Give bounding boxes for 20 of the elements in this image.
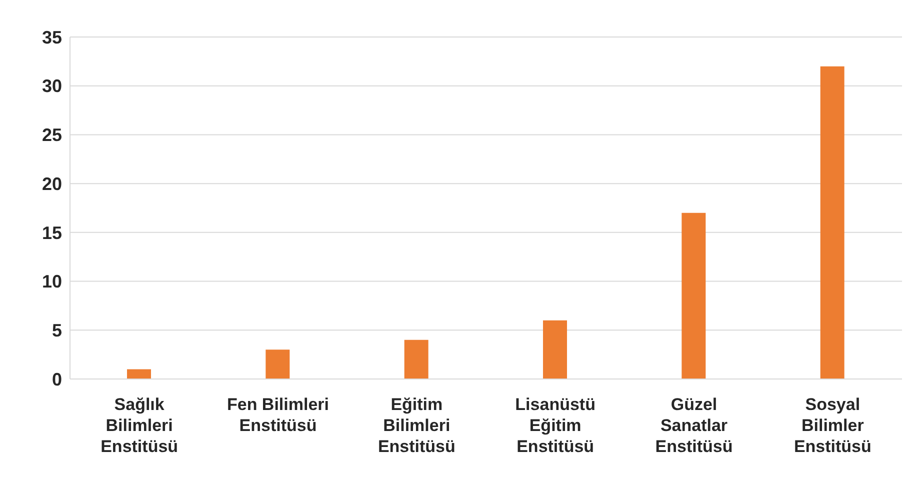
bar bbox=[682, 212, 706, 379]
y-tick-label: 0 bbox=[52, 369, 62, 390]
y-tick-label: 25 bbox=[42, 125, 62, 146]
x-tick-label: Eğitim Bilimleri Enstitüsü bbox=[378, 395, 456, 456]
y-tick-label: 20 bbox=[42, 174, 62, 194]
y-tick-label: 35 bbox=[42, 27, 62, 48]
y-tick-label: 10 bbox=[42, 272, 62, 292]
x-tick-label: Lisanüstü Eğitim Enstitüsü bbox=[515, 395, 596, 456]
bar bbox=[266, 350, 290, 379]
x-tick-label: Güzel Sanatlar Enstitüsü bbox=[655, 395, 733, 456]
bar bbox=[543, 320, 567, 379]
bar bbox=[404, 340, 428, 379]
bar bbox=[820, 66, 844, 379]
x-tick-label: Fen Bilimleri Enstitüsü bbox=[226, 395, 330, 435]
x-tick-label: Sosyal Bilimler Enstitüsü bbox=[794, 395, 872, 456]
x-tick-label: Sağlık Bilimleri Enstitüsü bbox=[100, 395, 178, 456]
bar bbox=[127, 369, 151, 379]
y-tick-label: 30 bbox=[42, 76, 62, 96]
y-tick-label: 15 bbox=[42, 222, 62, 243]
y-tick-label: 5 bbox=[52, 320, 62, 341]
